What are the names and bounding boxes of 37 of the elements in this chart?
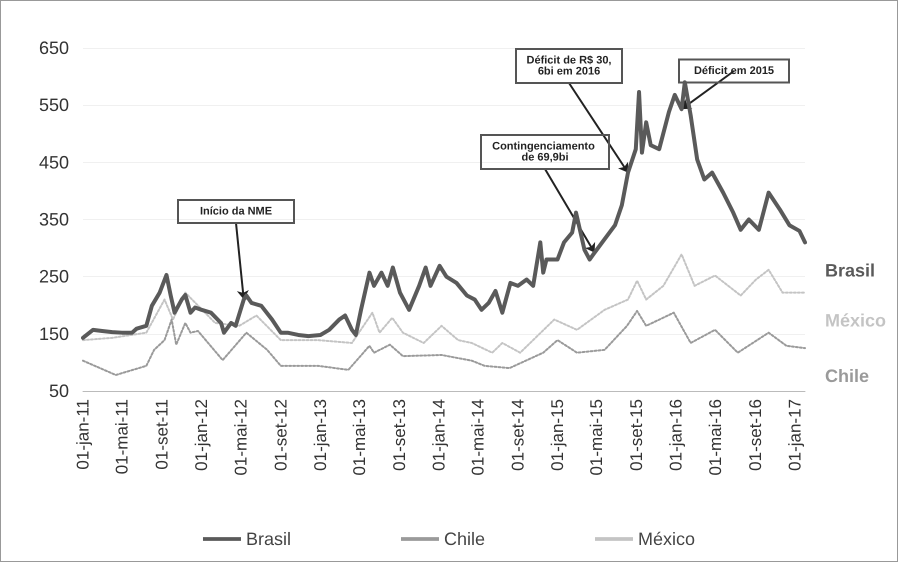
text: Brasil xyxy=(825,260,876,280)
legend-label: Brasil xyxy=(246,529,291,549)
x-tick-label: 01-mai-15 xyxy=(586,399,606,476)
y-tick-label: 250 xyxy=(38,266,69,287)
x-tick-label: 01-mai-16 xyxy=(706,399,725,476)
x-tick-label: 01-mai-11 xyxy=(112,399,132,474)
y-tick-label: 150 xyxy=(38,324,69,344)
text: México xyxy=(825,310,886,331)
x-tick-label: 01-jan-11 xyxy=(74,399,92,470)
text: Chile xyxy=(825,366,870,386)
x-tick-label: 01-set-16 xyxy=(746,399,765,471)
annotation: Início da NME xyxy=(200,206,272,218)
x-tick-label: 01-jan-14 xyxy=(429,399,448,471)
x-tick-label: 01-set-15 xyxy=(626,399,646,471)
x-tick-label: 01-jan-16 xyxy=(666,399,686,471)
x-tick-label: 01-set-13 xyxy=(390,399,409,471)
line-series xyxy=(82,253,806,354)
legend-label: Chile xyxy=(444,529,486,549)
x-tick-label: 01-set-14 xyxy=(508,399,528,471)
annotation: Contingenciamento de 69,9bi xyxy=(492,140,598,164)
x-tick-label: 01-jan-17 xyxy=(785,399,804,471)
x-tick-label: 01-mai-13 xyxy=(350,399,369,476)
y-tick-label: 450 xyxy=(38,152,69,172)
x-tick-label: 01-mai-14 xyxy=(468,399,488,476)
legend-label: México xyxy=(638,529,696,549)
y-tick-label: 350 xyxy=(38,210,69,230)
x-tick-label: 01-set-11 xyxy=(152,399,172,470)
annotation: Déficit de R$ 30,6bi em 2016 xyxy=(526,54,612,78)
x-tick-label: 01-mai-12 xyxy=(231,399,250,476)
x-tick-label: 01-jan-13 xyxy=(310,399,330,471)
y-tick-label: 550 xyxy=(38,95,69,116)
y-tick-label: 650 xyxy=(38,38,69,58)
x-tick-label: 01-jan-15 xyxy=(548,399,568,471)
x-tick-label: 01-set-12 xyxy=(271,399,290,471)
line-series xyxy=(82,310,806,376)
y-tick-label: 50 xyxy=(48,381,69,401)
x-tick-label: 01-jan-12 xyxy=(192,399,212,471)
